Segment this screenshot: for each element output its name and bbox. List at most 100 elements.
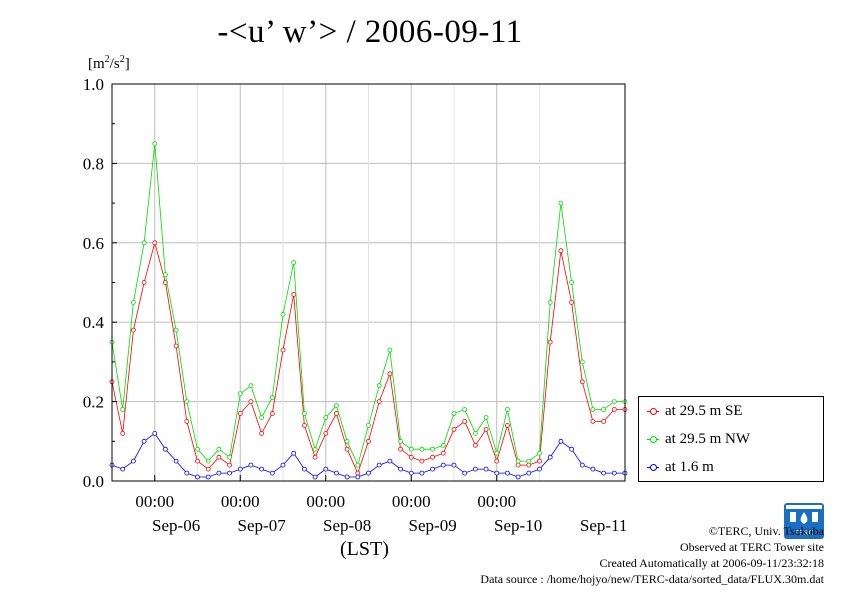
series-point-2 <box>301 466 307 472</box>
series-point-1 <box>558 200 564 206</box>
series-point-1 <box>227 454 233 460</box>
series-point-0 <box>248 399 254 405</box>
series-point-2 <box>216 470 222 476</box>
series-point-1 <box>483 415 489 420</box>
series-point-0 <box>430 454 436 460</box>
legend-swatch-nw <box>647 435 659 445</box>
series-point-2 <box>526 470 532 476</box>
series-point-1 <box>601 407 606 412</box>
series-point-0 <box>558 248 564 254</box>
series-point-0 <box>333 411 339 416</box>
series-point-1 <box>569 280 574 285</box>
series-point-1 <box>312 446 318 452</box>
series-point-1 <box>494 450 500 456</box>
series-point-0 <box>227 462 233 468</box>
x-tick-time-label: 00:00 <box>392 492 431 511</box>
series-point-2 <box>504 470 510 476</box>
series-point-0 <box>344 446 350 452</box>
series-point-1 <box>430 446 436 452</box>
x-tick-date-label: Sep-08 <box>323 516 371 535</box>
series-point-1 <box>398 438 404 444</box>
series-point-1 <box>355 462 361 468</box>
series-point-2 <box>312 474 318 480</box>
x-tick-time-label: 00:00 <box>135 492 174 511</box>
series-point-2 <box>162 446 168 452</box>
series-point-1 <box>152 141 158 147</box>
series-point-0 <box>515 462 521 468</box>
x-tick-time-label: 00:00 <box>477 492 516 511</box>
series-point-0 <box>569 299 574 305</box>
series-point-2 <box>601 470 606 476</box>
legend-item-1-6m: at 1.6 m <box>647 457 714 477</box>
y-unit-sup-1: 2 <box>104 54 110 65</box>
series-point-2 <box>280 462 286 468</box>
footer-created: Created Automatically at 2006-09-11/23:3… <box>599 556 824 570</box>
footer-observed: Observed at TERC Tower site <box>679 540 824 554</box>
y-unit-mid: /s <box>109 56 120 72</box>
series-point-0 <box>291 291 297 297</box>
series-point-0 <box>312 454 318 460</box>
logo-tower-left <box>790 512 796 522</box>
series-point-2 <box>120 466 126 472</box>
series-point-0 <box>141 280 147 285</box>
series-point-2 <box>333 470 339 476</box>
legend-label-nw: at 29.5 m NW <box>665 431 750 447</box>
series-point-1 <box>291 260 297 266</box>
series-point-2 <box>558 438 564 444</box>
series-point-1 <box>280 311 286 317</box>
plot-frame <box>111 83 626 482</box>
legend-label-se: at 29.5 m SE <box>665 403 743 419</box>
series-point-1 <box>547 299 553 305</box>
series-point-1 <box>526 458 532 464</box>
series-point-0 <box>526 462 532 468</box>
series-point-2 <box>237 466 243 472</box>
series-point-1 <box>184 399 190 405</box>
chart-title: -<u’ w’> / 2006-09-11 <box>217 14 523 50</box>
series-point-1 <box>515 458 521 464</box>
series-point-2 <box>547 454 553 460</box>
x-tick-date-label: Sep-07 <box>238 516 287 535</box>
series-point-1 <box>237 391 243 397</box>
series-point-0 <box>366 438 371 444</box>
series-point-1 <box>537 450 542 456</box>
series-point-0 <box>323 430 329 436</box>
series-point-2 <box>590 466 596 472</box>
series-point-0 <box>537 458 542 464</box>
logo-tower-right <box>812 512 818 522</box>
y-unit-sup-2: 2 <box>119 54 125 65</box>
legend-swatch-1-6m <box>647 463 659 473</box>
series-point-2 <box>376 462 382 468</box>
series-point-0 <box>184 418 190 424</box>
series-point-0 <box>237 411 243 416</box>
series-point-2 <box>483 466 489 472</box>
series-point-2 <box>227 470 233 476</box>
series-point-0 <box>483 426 489 432</box>
y-tick-label: 0.4 <box>83 313 105 332</box>
series-point-2 <box>569 446 574 452</box>
series-point-0 <box>590 418 596 424</box>
y-unit-label: [m2/s2] <box>88 54 130 73</box>
y-tick-label: 1.0 <box>83 75 104 94</box>
series-point-2 <box>611 470 617 476</box>
series-point-0 <box>205 466 211 472</box>
series-point-1 <box>162 272 168 278</box>
series-point-2 <box>269 470 275 476</box>
series-point-1 <box>440 442 446 448</box>
x-axis-label: (LST) <box>340 538 389 560</box>
series-point-0 <box>120 430 126 436</box>
series-point-2 <box>579 462 585 468</box>
series-point-0 <box>376 399 382 405</box>
y-tick-label: 0.2 <box>83 393 104 412</box>
y-unit-close: ] <box>124 56 130 72</box>
series-point-1 <box>173 327 179 333</box>
series-point-2 <box>387 458 393 464</box>
series-point-2 <box>366 470 371 476</box>
series-point-0 <box>301 422 307 428</box>
series-point-1 <box>366 422 371 428</box>
series-point-2 <box>494 470 500 476</box>
series-point-1 <box>259 415 265 420</box>
x-tick-date-label: Sep-06 <box>152 516 200 535</box>
series-point-2 <box>462 470 468 476</box>
series-point-0 <box>611 407 617 412</box>
